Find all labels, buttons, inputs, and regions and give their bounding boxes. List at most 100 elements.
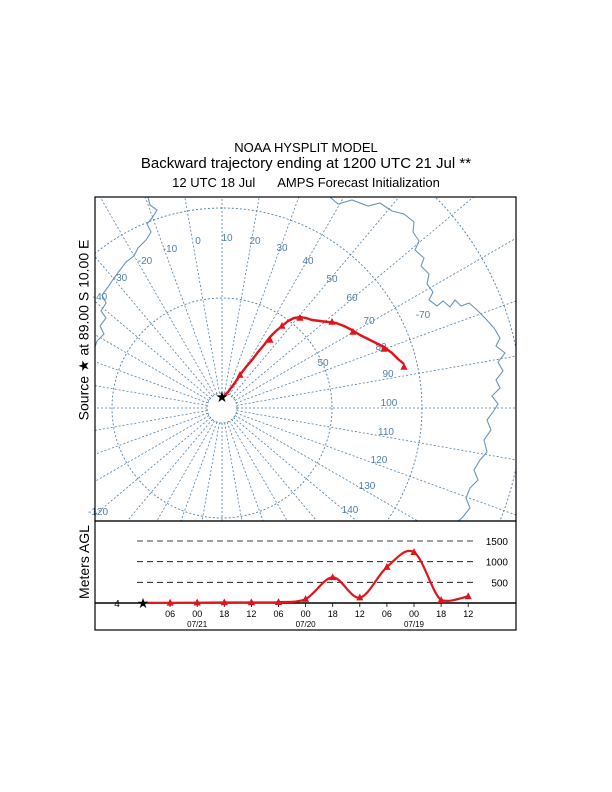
meridian-label: -120 [88, 507, 108, 518]
height-marker [410, 548, 418, 555]
meridian-label: 80 [375, 342, 387, 353]
coast-longitude-label: -70 [416, 310, 431, 321]
meridian-line [236, 410, 516, 461]
trajectory-6h-marker [296, 314, 304, 321]
meridian-label: -40 [93, 292, 108, 303]
height-marker [274, 598, 283, 605]
meridian-line [95, 300, 211, 399]
height-series [142, 548, 472, 606]
meridian-line [201, 422, 220, 521]
meridian-line [231, 197, 400, 397]
time-tick-label: 06 [273, 609, 283, 619]
meridian-labels: -120 -40 -30 -20 -10 0 10 20 30 40 50 60 70 80 90 100 11… [88, 233, 431, 518]
meridian-label: 10 [221, 233, 233, 244]
coastline-west [95, 197, 158, 348]
trajectory-6h-marker [266, 336, 274, 343]
meridian-label: 20 [249, 236, 261, 247]
meridian-line [156, 420, 215, 521]
trajectory-title: Backward trajectory ending at 1200 UTC 2… [140, 155, 472, 172]
meridian-line [95, 385, 208, 406]
meridian-label: 110 [378, 427, 394, 438]
meridian-line [234, 415, 419, 521]
meridian-line [235, 412, 516, 516]
meridian-line [231, 419, 318, 521]
meridian-label-inner: 50 [317, 358, 329, 369]
meridian-line [235, 300, 516, 404]
time-tick-label: 12 [246, 609, 256, 619]
start-height-label: 4 [114, 599, 120, 610]
meridian-label: 0 [195, 236, 201, 247]
trajectory-point [318, 319, 322, 323]
date-label: 07/20 [296, 620, 317, 629]
trajectory-point [226, 390, 230, 394]
height-tick-label: 1500 [486, 537, 509, 548]
height-gridlines: 500 1000 1500 [137, 537, 508, 589]
meridian-label: 70 [363, 316, 375, 327]
meridian-line [224, 422, 243, 521]
latitude-circle [111, 297, 333, 519]
meteorology-label: AMPS Forecast Initialization [277, 175, 440, 190]
trajectory-point [292, 316, 296, 320]
meridian-line [99, 197, 215, 396]
time-tick-label: 06 [382, 609, 392, 619]
meridian-label: 40 [302, 256, 314, 267]
source-star-icon: ★ [215, 388, 228, 406]
meridian-line [226, 421, 264, 521]
time-tick-label: 12 [355, 609, 365, 619]
trajectory-6h-marker [380, 345, 388, 352]
meridian-label: -10 [163, 244, 178, 255]
end-star-icon: ★ [137, 596, 150, 612]
meridian-line [95, 256, 213, 397]
time-tick-label: 00 [301, 609, 311, 619]
initialization-subtitle: 12 UTC 18 Jul AMPS Forecast Initializatio… [0, 175, 612, 190]
trajectory-point [334, 321, 338, 325]
height-marker [193, 598, 201, 606]
date-label: 07/21 [187, 620, 208, 629]
start-time-label: 12 UTC 18 Jul [172, 175, 256, 190]
vertical-panel-frame [94, 520, 517, 631]
meridian-line [95, 410, 208, 431]
trajectory-point [232, 382, 236, 386]
meridian-line [95, 417, 211, 516]
meridian-label: -30 [113, 273, 128, 284]
meridian-line [236, 355, 516, 406]
meridian-label: 140 [342, 505, 359, 516]
trajectory-point [396, 357, 400, 361]
map-frame [94, 196, 517, 522]
height-marker [247, 598, 255, 606]
trajectory-point [256, 350, 260, 354]
meridian-line [226, 197, 300, 395]
time-tick-label: 00 [192, 609, 202, 619]
trajectory-6h-marker [236, 371, 244, 378]
meridian-label: 50 [326, 274, 338, 285]
header-title: NOAA HYSPLIT MODEL [234, 140, 378, 155]
trajectory-6h-marker [278, 322, 286, 329]
height-marker [166, 598, 174, 606]
time-tick-label: 18 [436, 609, 446, 619]
height-tick-label: 500 [491, 578, 508, 589]
trajectory-6h-marker [400, 363, 408, 370]
meridian-line [144, 197, 218, 395]
trajectory-point [244, 365, 248, 369]
trajectory-path [221, 315, 405, 399]
time-tick-label: 06 [165, 609, 175, 619]
trajectory-point [366, 337, 370, 341]
trajectory-line [221, 315, 405, 399]
time-tick-label: 12 [463, 609, 473, 619]
height-marker [302, 595, 310, 602]
trajectory-point [304, 316, 308, 320]
date-label: 07/19 [404, 620, 425, 629]
height-marker [329, 573, 337, 581]
height-marker [356, 593, 364, 601]
meridian-label: -20 [138, 256, 153, 267]
time-tick-label: 18 [219, 609, 229, 619]
time-axis: 06 00 18 12 06 00 18 12 06 00 18 12 07/21 07/20 07/19 [165, 603, 473, 629]
height-marker [220, 598, 228, 606]
height-marker [383, 563, 391, 570]
trajectory-markers [226, 314, 408, 394]
height-marker [464, 592, 472, 600]
trajectory-6h-marker [328, 318, 336, 325]
trajectory-6h-marker [349, 328, 357, 335]
